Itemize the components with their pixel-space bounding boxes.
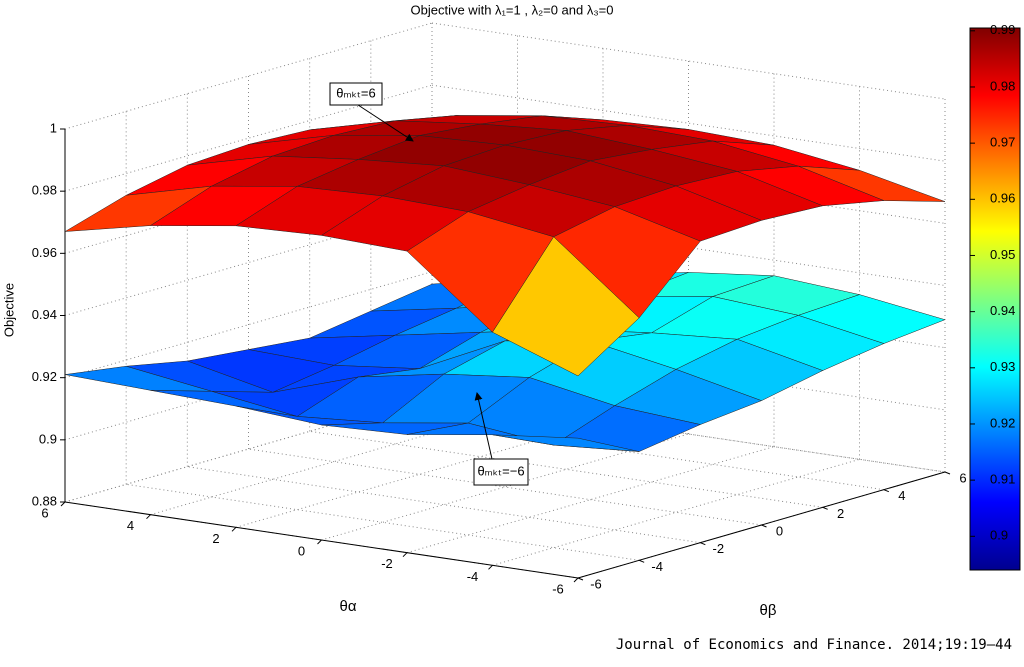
x-tick-label: 0 (298, 543, 305, 558)
x-axis-label: θα (339, 598, 356, 615)
x-tick-label: -6 (552, 581, 564, 596)
x-tick (60, 501, 66, 507)
x-tick-label: 6 (41, 505, 48, 520)
colorbar-tick-label: 0.92 (990, 415, 1015, 430)
y-tick (883, 489, 890, 493)
y-tick-label: -2 (713, 541, 725, 556)
surface-patch (492, 434, 640, 452)
colorbar-tick-label: 0.93 (990, 359, 1015, 374)
grid-line (431, 395, 946, 473)
z-tick-label: 0.94 (32, 307, 57, 322)
grid-line (431, 333, 946, 411)
surface-patch (492, 236, 640, 377)
annotation-arrow (354, 102, 414, 142)
colorbar-tick-label: 0.94 (990, 303, 1015, 318)
colorbar-tick-label: 0.91 (990, 472, 1015, 487)
colorbar-ticks: 0.9 0.91 0.92 0.93 0.94 0.95 0.96 0.97 0.98 0.99 (970, 22, 1015, 543)
y-tick (577, 577, 584, 581)
x-tick-label: 4 (127, 518, 134, 533)
z-tick-label: 1 (50, 120, 57, 135)
x-tick-label: -2 (381, 556, 393, 571)
y-tick (944, 471, 951, 475)
grid-line (431, 22, 946, 100)
grid-line (126, 483, 640, 561)
y-tick (761, 524, 767, 528)
z-tick-label: 0.88 (32, 493, 57, 508)
grid-line (431, 209, 946, 286)
z-tick-label: 0.92 (32, 369, 57, 384)
y-tick-label: 4 (898, 488, 905, 503)
y-tick (638, 559, 645, 563)
x-tick-label: -4 (467, 569, 479, 584)
colorbar (969, 27, 1021, 571)
source: Journal of Economics and Finance. 2014;1… (616, 637, 1012, 653)
annotation: θₘₖₜ=6 (336, 85, 376, 100)
z-tick-label: 0.9 (39, 431, 57, 446)
x-tick (146, 514, 151, 520)
labels: -6-4-20246-6-4-202460.880.90.920.940.960… (32, 120, 967, 596)
x-tick-label: 2 (212, 531, 219, 546)
y-tick-label: -4 (651, 559, 663, 574)
colorbar-tick-label: 0.96 (990, 191, 1015, 206)
colorbar-tick-label: 0.9 (990, 528, 1008, 543)
x-tick (317, 539, 322, 545)
x-tick (231, 526, 237, 532)
y-tick-label: 6 (959, 470, 966, 485)
colorbar-tick-label: 0.95 (990, 247, 1015, 262)
annotation-box (473, 458, 529, 486)
annotation: θₘₖₜ=−6 (477, 463, 524, 478)
y-tick (700, 542, 706, 546)
x-tick (488, 564, 493, 570)
z-tick-label: 0.96 (32, 245, 57, 260)
annotation-arrow (474, 392, 493, 460)
x-tick (402, 552, 408, 558)
y-tick-label: 2 (837, 506, 844, 521)
z-tick-label: 0.98 (32, 183, 57, 198)
z-axis-label: Objective (1, 283, 16, 337)
chart-title: Objective with λ₁=1 , λ₂=0 and λ₃=0 (411, 2, 614, 17)
grid-line (431, 84, 946, 162)
grid-line (431, 146, 946, 224)
colorbar-tick-label: 0.99 (990, 22, 1015, 37)
y-axis-label: θβ (760, 602, 777, 619)
colorbar-tick-label: 0.97 (990, 135, 1015, 150)
grid-line (187, 466, 701, 544)
grid-line (309, 430, 823, 508)
x-tick (573, 577, 579, 583)
y-tick-label: -6 (590, 576, 602, 591)
y-tick (822, 506, 828, 510)
colorbar-tick-label: 0.98 (990, 78, 1015, 93)
grid-line (248, 448, 762, 526)
surfaces (64, 115, 946, 452)
y-tick-label: 0 (776, 523, 783, 538)
annotation-box (329, 82, 383, 106)
